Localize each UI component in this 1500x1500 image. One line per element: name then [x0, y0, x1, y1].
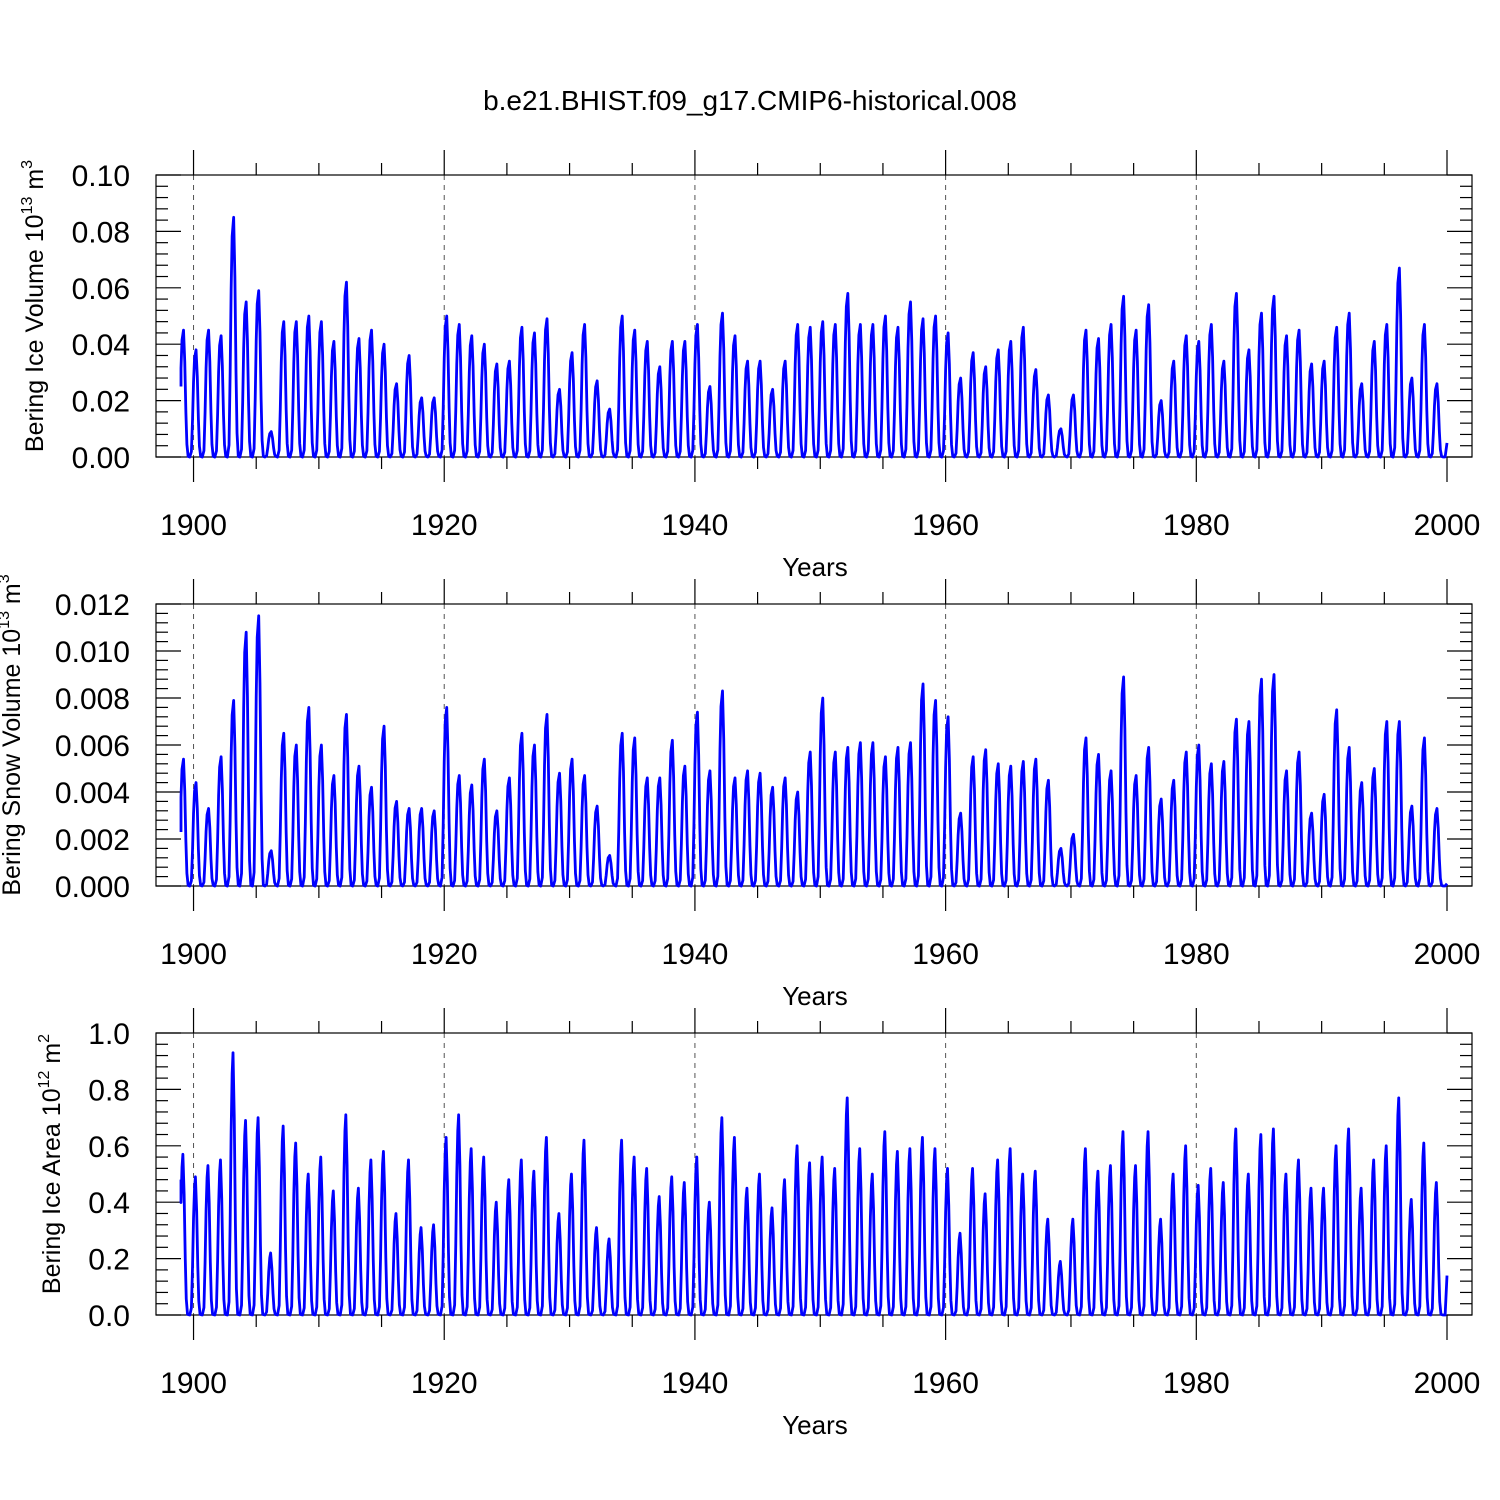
- y-tick-label: 0.000: [55, 871, 130, 904]
- y-tick-label: 0.002: [55, 824, 130, 857]
- y-tick-label: 1.0: [88, 1018, 130, 1051]
- data-series-line: [179, 1051, 1449, 1317]
- x-tick-label: 1960: [912, 509, 979, 542]
- x-tick-label: 1900: [160, 1367, 227, 1400]
- x-tick-label: 1900: [160, 509, 227, 542]
- y-axis-label: Bering Snow Volume 1013 m3: [0, 574, 26, 895]
- x-tick-label: 1960: [912, 1367, 979, 1400]
- y-tick-label: 0.004: [55, 777, 130, 810]
- y-tick-label: 0.06: [72, 273, 130, 306]
- y-tick-label: 0.2: [88, 1244, 130, 1277]
- x-tick-label: 1940: [662, 1367, 729, 1400]
- x-tick-label: 1980: [1163, 1367, 1230, 1400]
- ice-volume-panel: 1900 1920 1940 1960 1980 2000 Years 0.00 0.02 0.0…: [19, 150, 1480, 582]
- x-tick-label: 1920: [411, 1367, 478, 1400]
- y-tick-label: 0.4: [88, 1187, 130, 1220]
- x-tick-label: 1980: [1163, 938, 1230, 971]
- ice-area-panel: 1900 1920 1940 1960 1980 2000 Years 0.0 0.2 0.4 0.…: [36, 1008, 1480, 1440]
- x-axis-label: Years: [782, 981, 848, 1011]
- y-tick-label: 0.00: [72, 442, 130, 475]
- data-series-line: [179, 215, 1449, 459]
- x-tick-label: 2000: [1414, 938, 1481, 971]
- y-tick-label: 0.012: [55, 589, 130, 622]
- x-tick-label: 1920: [411, 938, 478, 971]
- y-tick-label: 0.010: [55, 636, 130, 669]
- y-tick-label: 0.02: [72, 386, 130, 419]
- x-axis-label: Years: [782, 552, 848, 582]
- y-tick-label: 0.8: [88, 1074, 130, 1107]
- y-axis-label: Bering Ice Area 1012 m2: [36, 1034, 66, 1294]
- y-tick-label: 0.0: [88, 1300, 130, 1333]
- x-tick-label: 1940: [662, 509, 729, 542]
- x-axis-label: Years: [782, 1410, 848, 1440]
- x-tick-label: 1980: [1163, 509, 1230, 542]
- x-tick-label: 1900: [160, 938, 227, 971]
- snow-volume-panel: 1900 1920 1940 1960 1980 2000 Years 0.000 0.002 0…: [0, 574, 1480, 1011]
- data-series-line: [179, 614, 1449, 888]
- y-tick-label: 0.08: [72, 216, 130, 249]
- y-tick-label: 0.10: [72, 160, 130, 193]
- y-axis-label: Bering Ice Volume 1013 m3: [19, 160, 49, 452]
- x-tick-label: 1940: [662, 938, 729, 971]
- y-tick-label: 0.006: [55, 730, 130, 763]
- y-tick-label: 0.008: [55, 683, 130, 716]
- x-tick-label: 2000: [1414, 509, 1481, 542]
- y-tick-label: 0.04: [72, 329, 130, 362]
- x-tick-label: 1920: [411, 509, 478, 542]
- figure-title: b.e21.BHIST.f09_g17.CMIP6-historical.008: [483, 85, 1017, 116]
- x-tick-label: 1960: [912, 938, 979, 971]
- y-tick-label: 0.6: [88, 1131, 130, 1164]
- x-tick-label: 2000: [1414, 1367, 1481, 1400]
